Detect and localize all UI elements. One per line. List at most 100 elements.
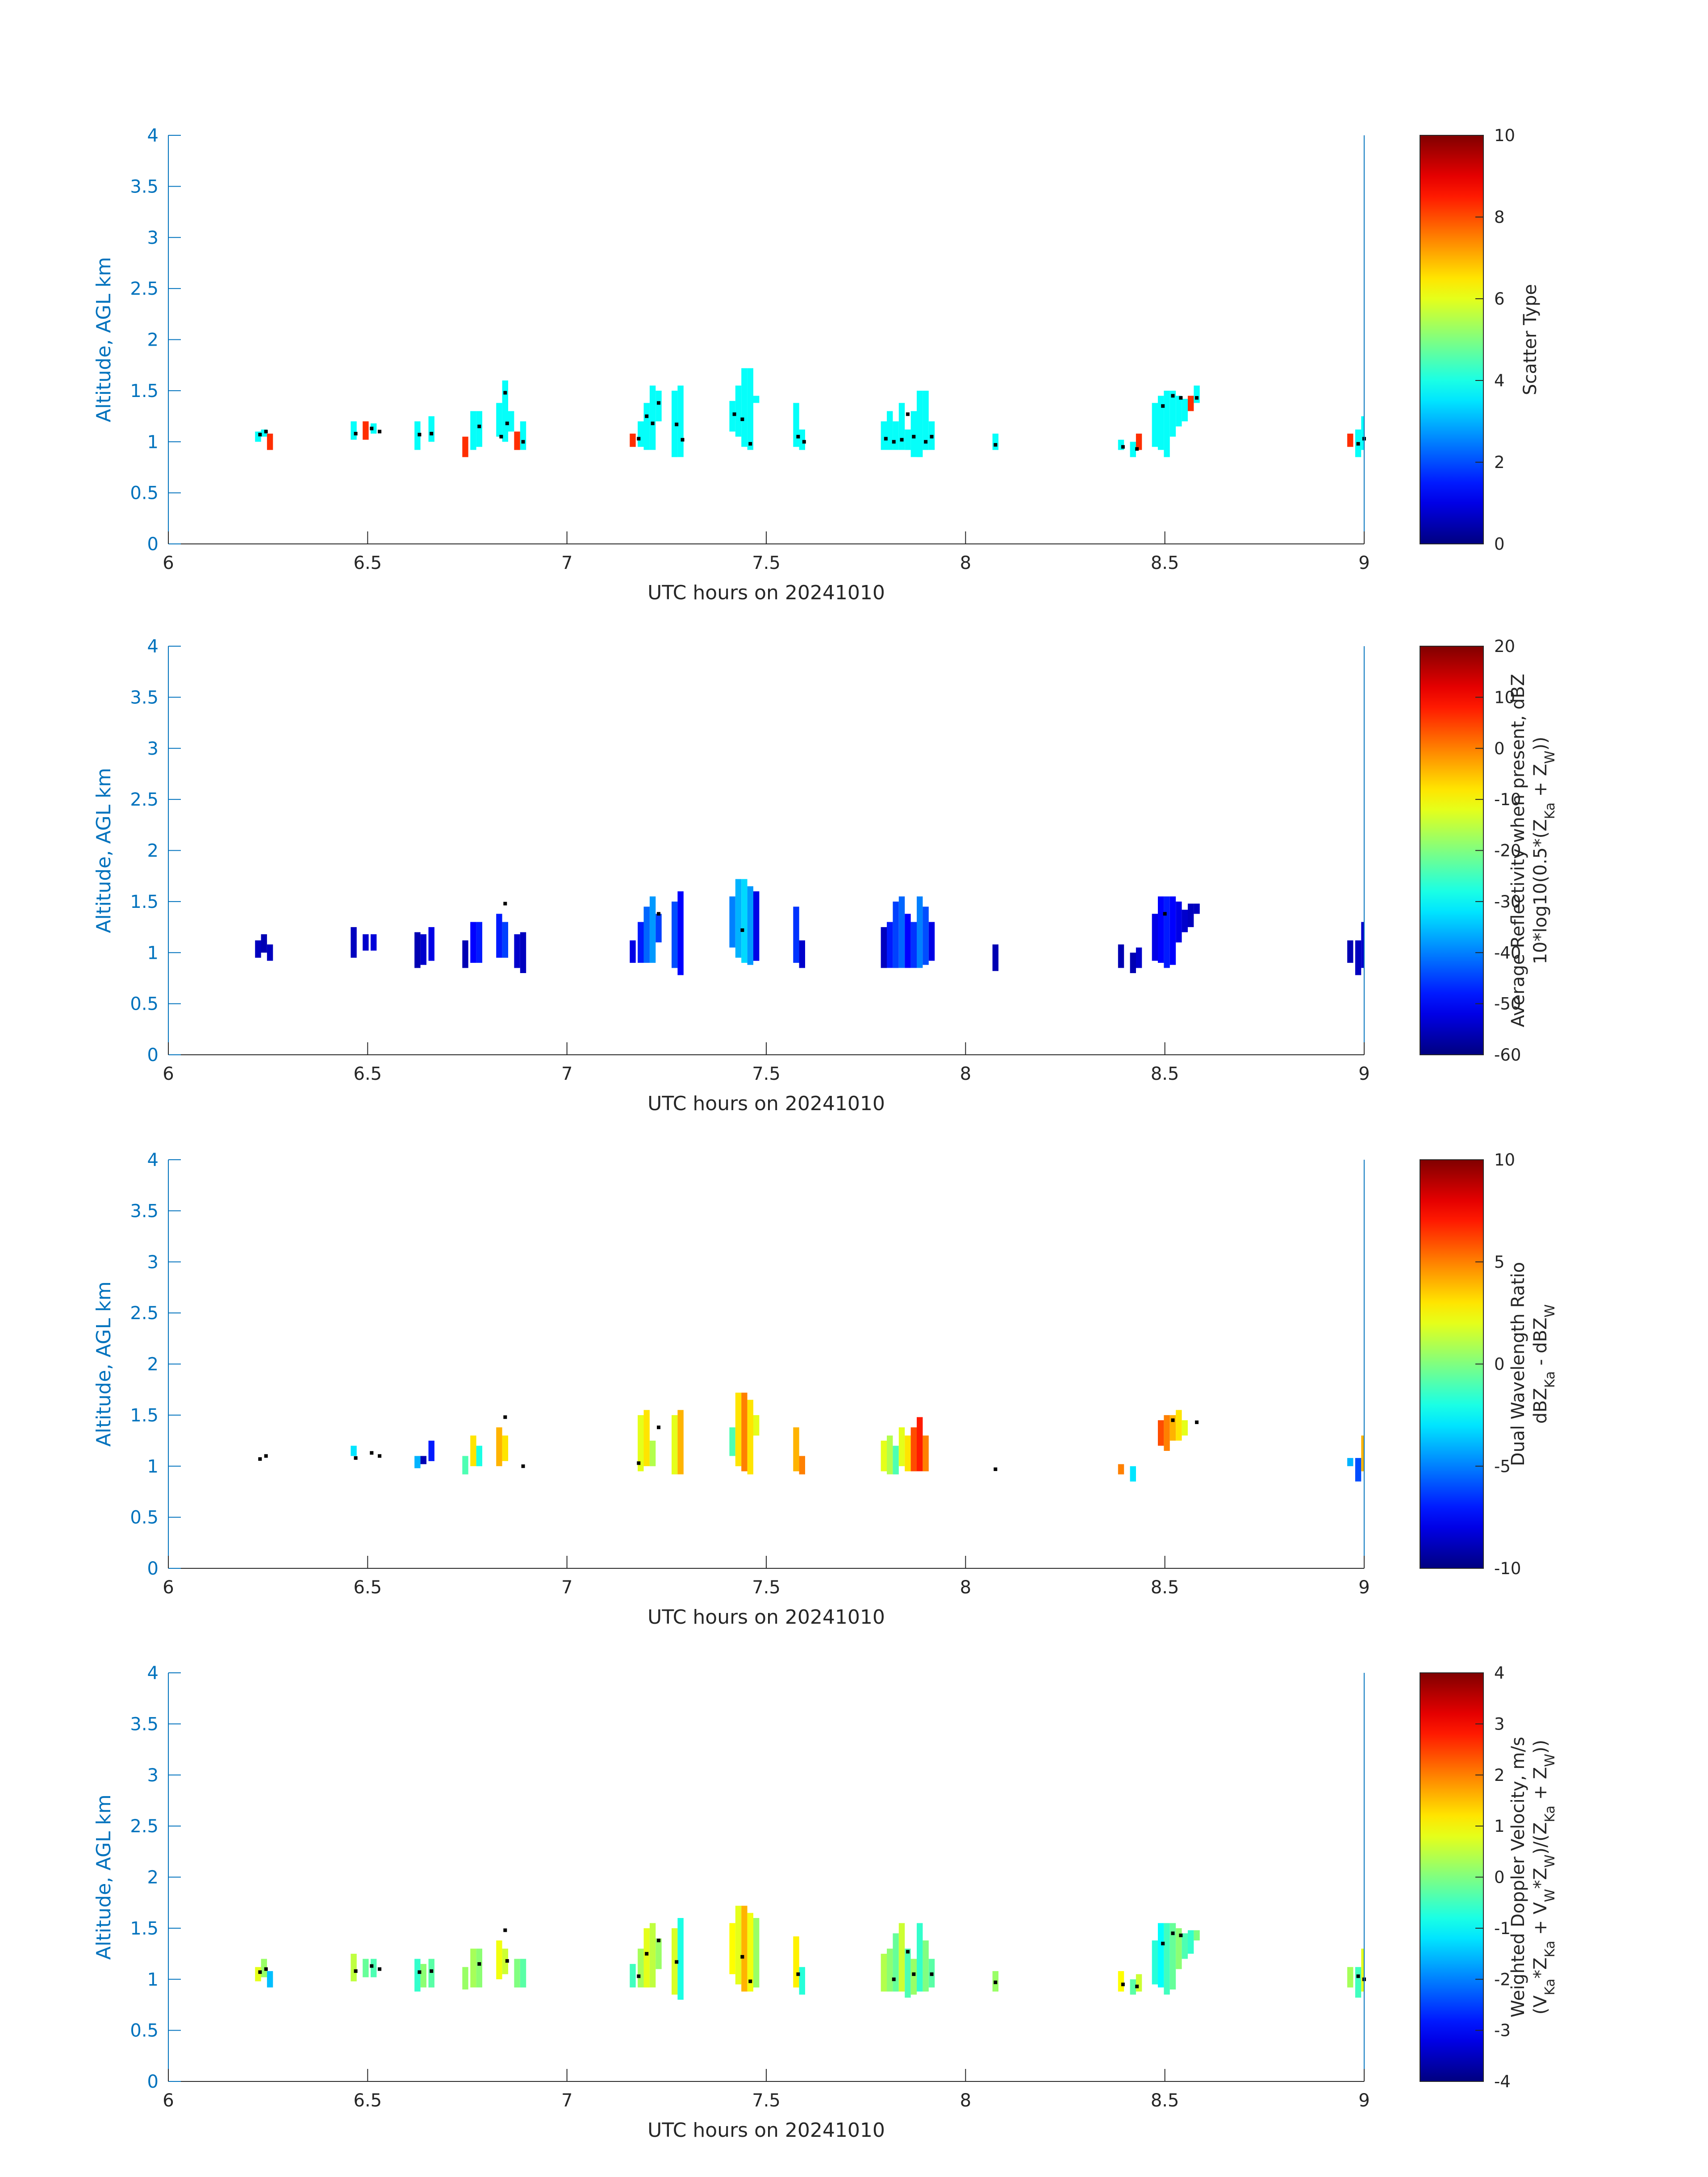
label-text: + Z [1530, 764, 1551, 802]
data-cell [1188, 396, 1194, 411]
data-dot [906, 412, 910, 416]
data-cell [1182, 1420, 1188, 1436]
data-cell [649, 1923, 656, 1988]
data-dot [1356, 1974, 1360, 1978]
data-cell [476, 1948, 482, 1988]
data-cell [753, 1918, 760, 1988]
data-cell [799, 1456, 805, 1475]
y-tick-label: 3.5 [130, 687, 159, 708]
data-cell [677, 1918, 684, 2000]
data-cell [1164, 1923, 1170, 1995]
data-cell [470, 1948, 476, 1988]
label-text: + Z [1530, 1767, 1551, 1805]
data-cell [923, 907, 929, 965]
data-dot [521, 440, 525, 444]
x-tick-label: 8 [960, 2090, 971, 2111]
data-cell [1188, 1930, 1194, 1954]
x-tick-label: 7.5 [752, 1064, 781, 1084]
y-tick-label: 0.5 [130, 483, 159, 504]
data-cell [1118, 1971, 1124, 1992]
data-cell [1158, 396, 1164, 450]
data-cell [923, 1940, 929, 1992]
x-tick-label: 7 [561, 1577, 572, 1598]
y-tick-label: 0.5 [130, 994, 159, 1015]
data-cell [793, 403, 799, 447]
data-cell [898, 403, 905, 450]
data-dot [675, 1960, 679, 1964]
data-dot [657, 401, 660, 405]
data-cell [753, 891, 760, 961]
data-cell [420, 1964, 426, 1988]
data-cell [462, 1967, 468, 1990]
data-cell [1136, 947, 1142, 968]
data-cell [898, 1923, 905, 1992]
data-cell [887, 922, 893, 968]
data-cell [414, 1456, 421, 1468]
x-tick-label: 6.5 [354, 553, 382, 573]
panel-scatter-type: 0 0.5 1 1.5 2 2.5 3 3.5 4 6 6.5 7 7.5 8 8.5 9 UTC hours … [92, 125, 1541, 604]
data-cell [496, 403, 502, 437]
data-cell [1130, 1466, 1136, 1482]
data-dot [1179, 1933, 1183, 1937]
data-cell [371, 934, 377, 951]
y-tick-label: 0 [147, 1045, 159, 1066]
data-cell [476, 411, 482, 447]
x-axis-label: UTC hours on 20241010 [647, 1092, 885, 1115]
data-dot [258, 1457, 262, 1461]
colorbar-tick-label: -60 [1494, 1045, 1521, 1065]
colorbar: -60 -50 -40 -30 -20 -10 0 10 20 Average Reflectiv… [1420, 637, 1558, 1065]
y-tick-label: 2 [147, 841, 159, 861]
label-text: Scatter Type [1520, 284, 1541, 395]
data-dot [645, 414, 649, 418]
data-dot [1135, 447, 1139, 451]
data-cell [371, 1959, 377, 1977]
data-dot [912, 1972, 916, 1976]
data-cell [1176, 396, 1182, 426]
data-cell [476, 1446, 482, 1467]
x-tick-label: 6 [163, 1064, 174, 1084]
data-cells [351, 1392, 1364, 1482]
data-cell [351, 927, 357, 958]
data-cell [630, 940, 636, 963]
y-tick-label: 2.5 [130, 790, 159, 810]
data-cell [496, 1940, 502, 1980]
y-tick-label: 2.5 [130, 1816, 159, 1837]
data-dot [681, 438, 685, 442]
data-cell [1355, 1967, 1361, 1998]
colorbar-tick-label: 0 [1494, 535, 1505, 554]
data-cell [910, 411, 917, 457]
data-dot [1121, 445, 1125, 449]
data-dot [637, 1974, 641, 1978]
data-dot [1356, 442, 1360, 446]
data-cell [893, 421, 899, 450]
data-cell [992, 944, 998, 971]
data-cell [255, 1967, 261, 1981]
y-tick-label: 1.5 [130, 1405, 159, 1426]
data-cell [672, 1928, 678, 1995]
data-dot [748, 442, 752, 446]
subscript: W [1542, 1304, 1558, 1318]
y-tick-label: 3.5 [130, 1714, 159, 1734]
data-cell [1152, 914, 1158, 961]
data-dot [258, 433, 262, 437]
data-cells [255, 368, 1364, 457]
data-cell [428, 416, 434, 442]
y-tick-label: 3 [147, 1765, 159, 1786]
colorbar-tick-label: 2 [1494, 453, 1505, 472]
data-cell [656, 914, 662, 943]
data-cell [643, 1928, 650, 1988]
data-cell [729, 896, 735, 948]
data-cell [887, 411, 893, 450]
label-text: 10*log10(0.5*(Z [1530, 819, 1551, 964]
label-text: *Z [1530, 1868, 1551, 1889]
data-cell [514, 1959, 520, 1988]
data-cell [462, 940, 468, 968]
data-cell [638, 922, 644, 963]
x-axis-label: UTC hours on 20241010 [647, 1606, 885, 1629]
data-cell [1158, 1420, 1164, 1446]
y-axis-label: Altitude, AGL km [92, 257, 115, 422]
data-cell [502, 922, 508, 958]
colorbar-bar [1420, 1159, 1484, 1569]
colorbar-tick-label: -1 [1494, 1919, 1511, 1938]
y-tick-label: 0 [147, 1559, 159, 1579]
